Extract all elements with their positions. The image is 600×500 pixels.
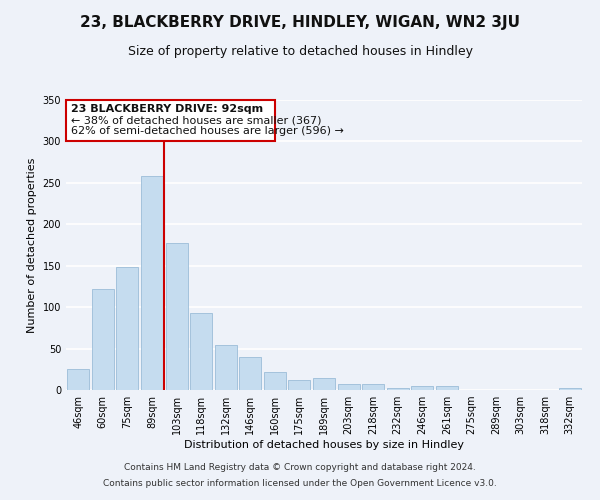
Bar [92,289,114,390]
Bar [313,378,335,390]
Bar [338,384,359,390]
Text: 62% of semi-detached houses are larger (596) →: 62% of semi-detached houses are larger (… [71,126,344,136]
Bar [141,176,163,390]
Text: 23 BLACKBERRY DRIVE: 92sqm: 23 BLACKBERRY DRIVE: 92sqm [71,104,263,114]
Bar [289,380,310,390]
X-axis label: Distribution of detached houses by size in Hindley: Distribution of detached houses by size … [184,440,464,450]
Bar [411,386,433,390]
Text: Size of property relative to detached houses in Hindley: Size of property relative to detached ho… [128,45,473,58]
Y-axis label: Number of detached properties: Number of detached properties [27,158,37,332]
Bar [436,386,458,390]
Bar [67,370,89,390]
Text: ← 38% of detached houses are smaller (367): ← 38% of detached houses are smaller (36… [71,115,322,125]
Text: Contains public sector information licensed under the Open Government Licence v3: Contains public sector information licen… [103,478,497,488]
Text: 23, BLACKBERRY DRIVE, HINDLEY, WIGAN, WN2 3JU: 23, BLACKBERRY DRIVE, HINDLEY, WIGAN, WN… [80,15,520,30]
Bar [116,268,139,390]
Bar [166,242,188,390]
Bar [239,357,262,390]
Bar [264,372,286,390]
Bar [362,384,384,390]
Bar [386,388,409,390]
Bar [190,313,212,390]
Bar [559,388,581,390]
Text: Contains HM Land Registry data © Crown copyright and database right 2024.: Contains HM Land Registry data © Crown c… [124,464,476,472]
Bar [215,346,237,390]
